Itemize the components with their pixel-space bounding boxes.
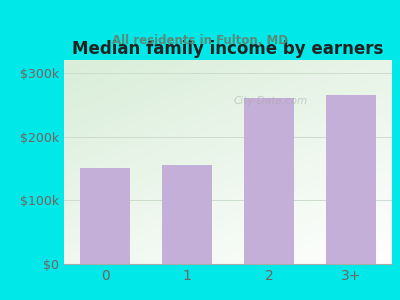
Title: Median family income by earners: Median family income by earners — [72, 40, 384, 58]
Bar — [244, 98, 294, 264]
Text: All residents in Fulton, MD: All residents in Fulton, MD — [112, 34, 288, 47]
Bar — [162, 165, 212, 264]
Bar — [80, 168, 130, 264]
Text: City-Data.com: City-Data.com — [234, 96, 308, 106]
Bar — [326, 95, 376, 264]
